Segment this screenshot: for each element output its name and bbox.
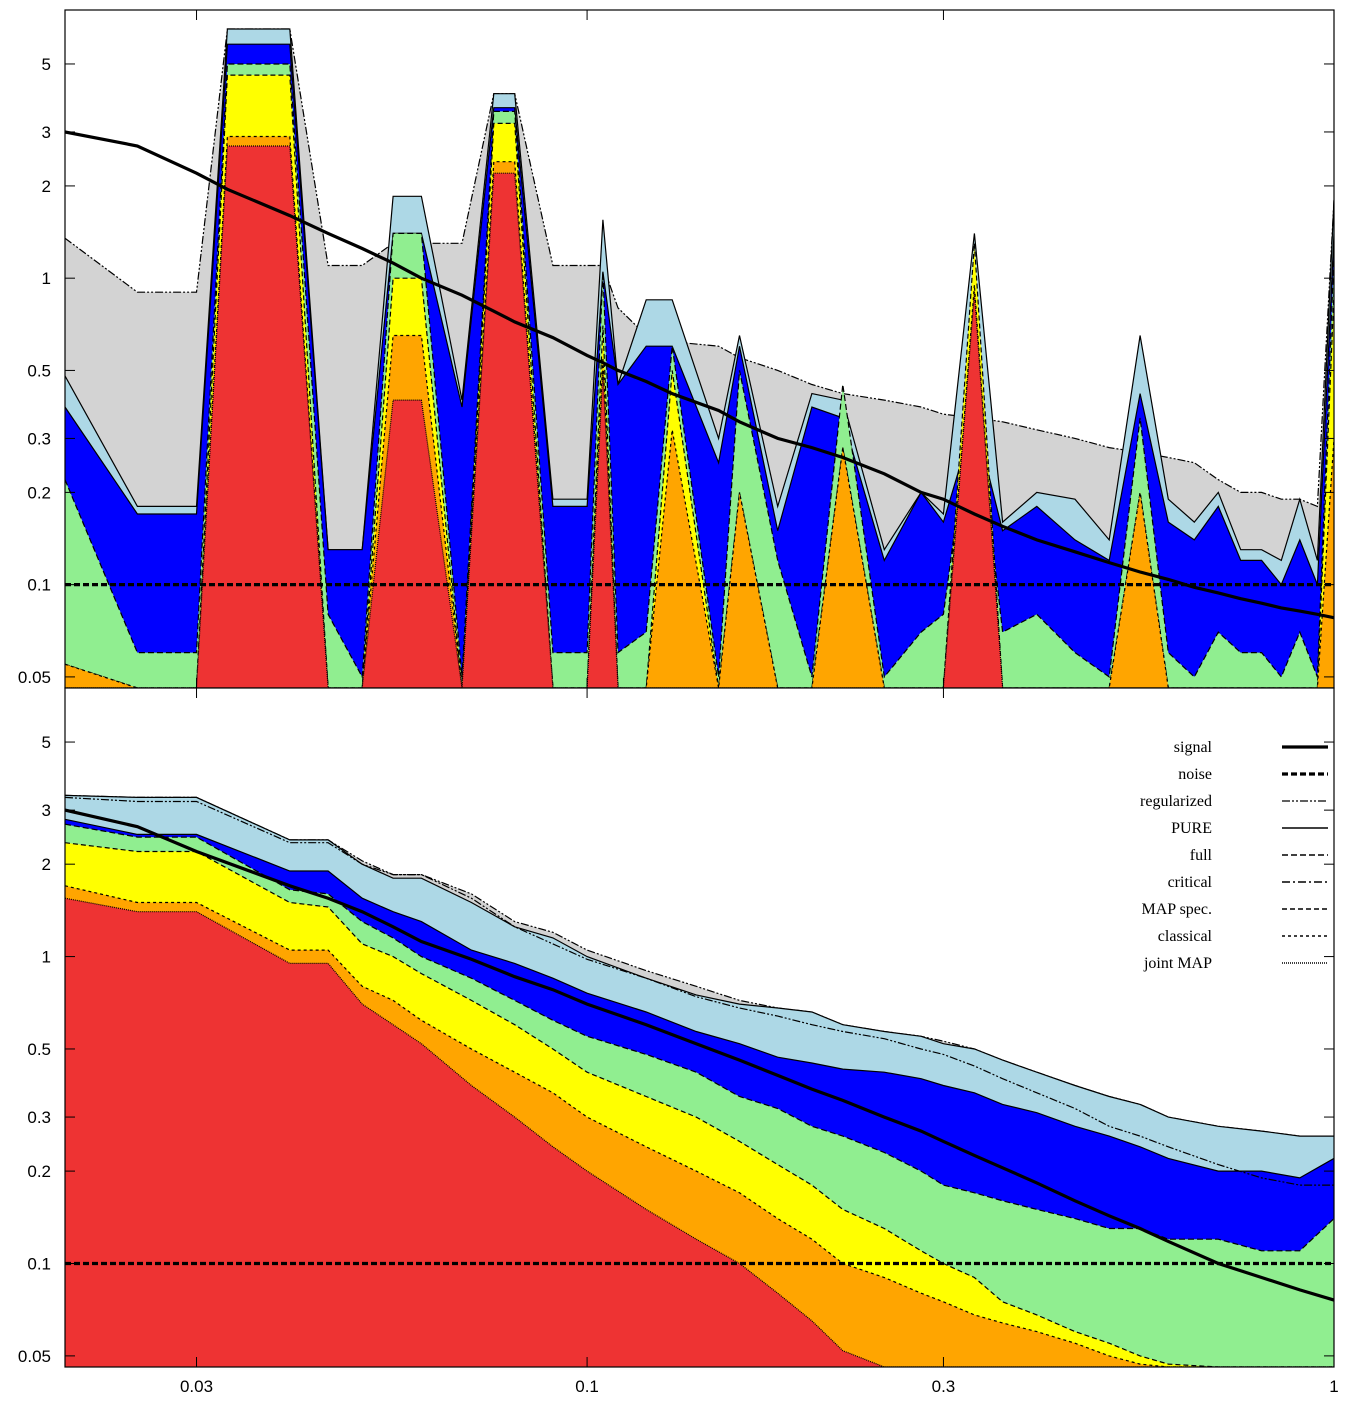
plot-area xyxy=(65,10,1334,688)
area-joint-map xyxy=(65,898,1334,1367)
edge-regularized xyxy=(65,28,1334,562)
y-tick-label: 2 xyxy=(42,855,51,874)
legend-item-classical: classical xyxy=(1158,928,1328,945)
y-tick-label: 0.5 xyxy=(27,1040,51,1059)
legend-label: critical xyxy=(1168,874,1213,891)
plot-frame xyxy=(64,687,1335,1368)
legend-item-signal: signal xyxy=(1174,739,1328,756)
edge-full xyxy=(65,823,1334,1252)
legend-item-pure: PURE xyxy=(1171,820,1328,837)
legend-item-full: full xyxy=(1190,847,1328,864)
legend-item-critical: critical xyxy=(1168,874,1328,891)
line-signal xyxy=(65,130,1334,620)
y-tick-label: 1 xyxy=(42,948,51,967)
y-tick-label: 2 xyxy=(42,177,51,196)
y-tick-label: 0.3 xyxy=(27,1108,51,1127)
edge-critical xyxy=(65,28,1334,508)
legend-label: PURE xyxy=(1171,820,1212,837)
x-tick-label: 0.03 xyxy=(180,1377,213,1396)
y-tick-label: 0.1 xyxy=(27,576,51,595)
legend-item-joint-map: joint MAP xyxy=(1143,955,1328,972)
y-tick-label: 1 xyxy=(42,269,51,288)
legend-label: full xyxy=(1190,847,1213,864)
line-regularized xyxy=(65,796,1334,1186)
line-signal xyxy=(65,808,1334,1302)
legend-item-noise: noise xyxy=(1178,766,1328,783)
edge-classical xyxy=(65,135,1334,688)
area-joint-map xyxy=(65,146,1334,688)
x-tick-label: 0.3 xyxy=(932,1377,956,1396)
legend-label: regularized xyxy=(1140,793,1212,810)
legend-label: MAP spec. xyxy=(1141,901,1212,918)
chart-panel-bottom: 0.05 0.1 0.2 0.3 0.5 1 2 3 5 0.03 0.1 0.3 1 signal noi… xyxy=(18,687,1339,1396)
edge-pure xyxy=(65,818,1334,1179)
legend: signal noise regularized PURE full critical MA… xyxy=(1140,739,1328,972)
edge-full xyxy=(65,63,1334,679)
legend-item-regularized: regularized xyxy=(1140,793,1328,810)
y-tick-label: 3 xyxy=(42,801,51,820)
y-tick-label: 0.3 xyxy=(27,429,51,448)
x-tick-label: 1 xyxy=(1329,1377,1338,1396)
legend-item-map-spec: MAP spec. xyxy=(1141,901,1328,918)
edge-classical xyxy=(65,885,1334,1367)
legend-label: classical xyxy=(1158,928,1213,945)
legend-label: joint MAP xyxy=(1143,955,1212,972)
y-tick-label: 0.1 xyxy=(27,1254,51,1273)
legend-label: signal xyxy=(1174,739,1213,756)
edge-pure xyxy=(65,43,1334,586)
y-tick-label: 3 xyxy=(42,123,51,142)
x-tick-label: 0.1 xyxy=(575,1377,599,1396)
y-tick-label: 0.05 xyxy=(18,668,51,687)
y-tick-label: 0.2 xyxy=(27,1162,51,1181)
y-tick-label: 0.5 xyxy=(27,361,51,380)
plot-area xyxy=(65,688,1334,1367)
y-tick-label: 5 xyxy=(42,55,51,74)
legend-label: noise xyxy=(1178,766,1212,783)
y-tick-label: 5 xyxy=(42,733,51,752)
y-tick-label: 0.2 xyxy=(27,483,51,502)
edge-map-spec xyxy=(65,842,1334,1367)
y-tick-label: 0.05 xyxy=(18,1347,51,1366)
